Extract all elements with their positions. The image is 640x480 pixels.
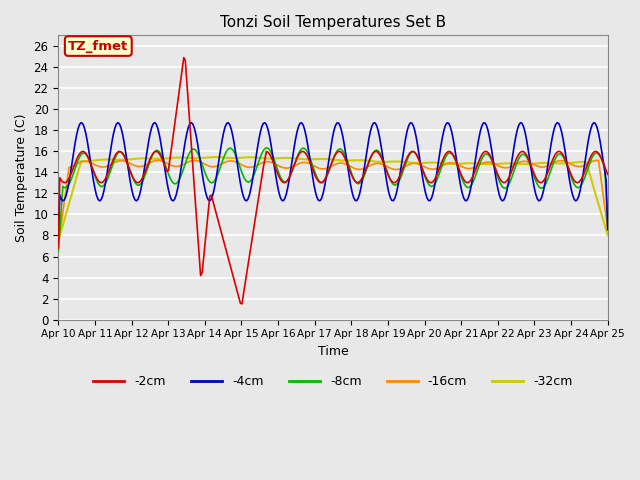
X-axis label: Time: Time bbox=[317, 345, 348, 358]
Legend: -2cm, -4cm, -8cm, -16cm, -32cm: -2cm, -4cm, -8cm, -16cm, -32cm bbox=[88, 370, 578, 393]
Title: Tonzi Soil Temperatures Set B: Tonzi Soil Temperatures Set B bbox=[220, 15, 446, 30]
Y-axis label: Soil Temperature (C): Soil Temperature (C) bbox=[15, 113, 28, 242]
Text: TZ_fmet: TZ_fmet bbox=[68, 39, 129, 52]
